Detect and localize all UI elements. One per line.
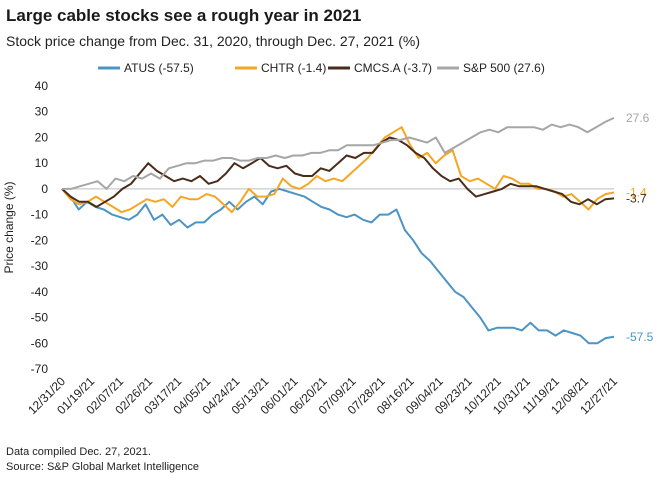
y-tick-label: -50 <box>31 311 49 325</box>
y-tick-label: -20 <box>31 233 49 247</box>
end-value-label: -3.7 <box>626 191 647 205</box>
end-value-label: -1.4 <box>626 186 647 200</box>
series-line <box>62 116 615 190</box>
y-tick-label: -60 <box>31 336 49 350</box>
y-tick-label: -40 <box>31 285 49 299</box>
y-tick-label: 40 <box>35 79 49 93</box>
y-tick-label: -30 <box>31 259 49 273</box>
y-tick-label: 0 <box>41 182 48 196</box>
legend-label: S&P 500 (27.6) <box>463 61 545 75</box>
legend-label: CMCS.A (-3.7) <box>354 61 432 75</box>
series-line <box>61 136 615 208</box>
y-axis-title: Price change (%) <box>2 181 16 273</box>
footnote-source: Source: S&P Global Market Intelligence <box>6 461 200 473</box>
end-value-label: -57.5 <box>626 330 654 344</box>
y-tick-label: 20 <box>35 130 49 144</box>
y-tick-label: 30 <box>35 105 49 119</box>
legend-label: CHTR (-1.4) <box>261 61 326 75</box>
series-line <box>61 187 615 345</box>
legend-label: ATUS (-57.5) <box>124 61 194 75</box>
series-line <box>61 126 615 214</box>
y-tick-label: -70 <box>31 362 49 376</box>
y-tick-label: -10 <box>31 208 49 222</box>
end-value-label: 27.6 <box>626 111 650 125</box>
chart-title: Large cable stocks see a rough year in 2… <box>6 6 362 25</box>
chart-subtitle: Stock price change from Dec. 31, 2020, t… <box>6 33 421 49</box>
y-tick-label: 10 <box>35 156 49 170</box>
footnote-date: Data compiled Dec. 27, 2021. <box>6 446 151 458</box>
